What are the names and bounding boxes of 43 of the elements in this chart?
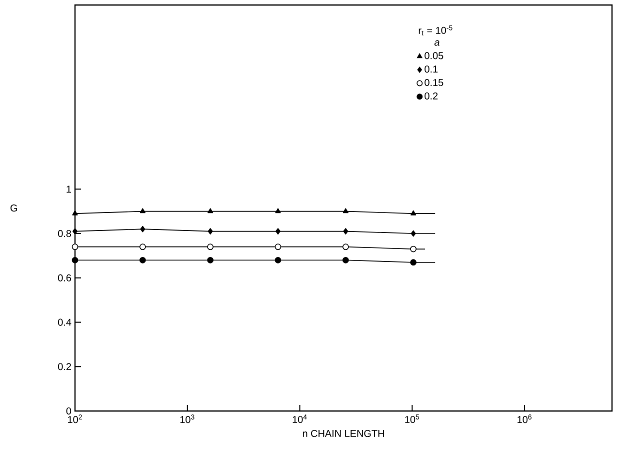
point <box>410 246 417 252</box>
y-tick-label: 0.4 <box>58 318 72 326</box>
point <box>72 256 78 264</box>
x-tick-label: 10$^{5}$ <box>405 414 420 424</box>
point <box>208 208 214 214</box>
y-tick-label: 0 <box>66 407 72 415</box>
point <box>342 208 348 214</box>
legend-label: 0.1 <box>424 66 438 73</box>
point <box>72 210 78 216</box>
legend-label: 0.2 <box>424 92 438 100</box>
legend-label: 0.15 <box>424 79 444 86</box>
point <box>276 228 280 234</box>
point <box>410 230 416 237</box>
legend-title: r$_{t}$ = 10$^{-5}$ <box>418 25 452 36</box>
annotation: a <box>434 40 440 46</box>
point <box>72 244 78 250</box>
y-tick-label: 1 <box>66 186 72 193</box>
point <box>275 208 281 214</box>
point <box>140 208 146 214</box>
y-tick-label: 0.8 <box>58 230 72 238</box>
point <box>139 256 146 264</box>
point <box>207 256 214 264</box>
legend-label: 0.05 <box>424 52 444 60</box>
point <box>342 244 349 250</box>
point <box>208 228 213 234</box>
point <box>139 244 146 250</box>
point <box>410 210 416 216</box>
point <box>72 228 78 234</box>
point <box>274 256 282 264</box>
y-axis-title: G <box>10 204 18 212</box>
y-tick-label: 0.6 <box>58 274 72 282</box>
x-tick-label: 10$^{4}$ <box>292 414 307 424</box>
x-axis-title: n CHAIN LENGTH <box>302 430 384 437</box>
point <box>343 228 348 234</box>
point <box>410 259 417 266</box>
y-tick-label: 0.2 <box>58 363 71 370</box>
point <box>274 244 282 250</box>
point <box>207 244 214 250</box>
x-tick-label: 10$^{3}$ <box>180 414 194 424</box>
x-tick-label: 10$^{2}$ <box>68 414 82 424</box>
x-tick-label: 10$^{6}$ <box>518 414 532 424</box>
point <box>342 256 349 264</box>
point <box>140 226 146 232</box>
